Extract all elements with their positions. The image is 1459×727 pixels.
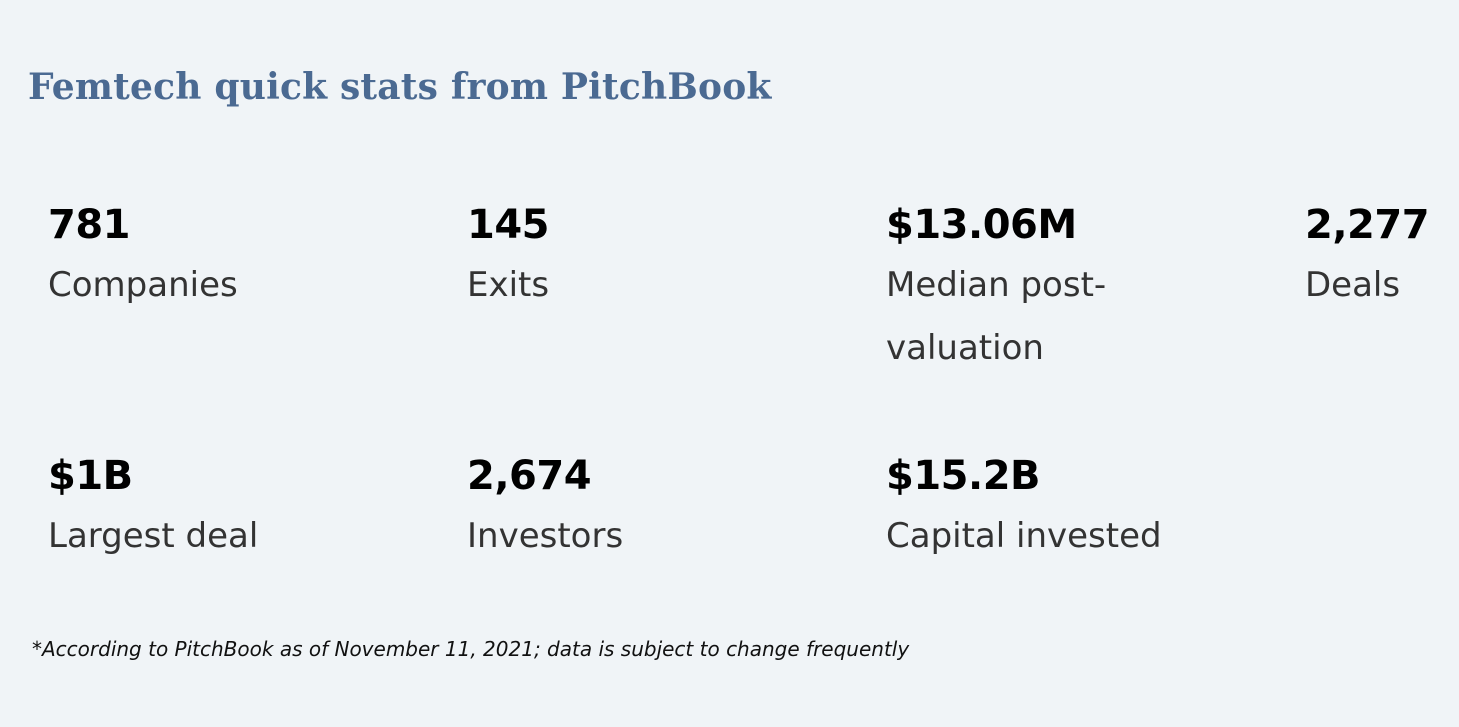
stat-value: $13.06M xyxy=(886,202,1077,248)
stat-label: Exits xyxy=(467,265,550,305)
stat-item: $1B Largest deal xyxy=(48,451,348,568)
stat-label: Companies xyxy=(48,265,238,305)
stat-item: 145 Exits xyxy=(467,200,767,317)
footnote: *According to PitchBook as of November 1… xyxy=(32,637,910,661)
stat-value: $1B xyxy=(48,453,133,499)
stat-label: Deals xyxy=(1305,265,1401,305)
stat-value: 2,277 xyxy=(1305,202,1430,248)
stat-label: Largest deal xyxy=(48,516,259,556)
stat-label: Capital invested xyxy=(886,516,1162,556)
stat-value: 145 xyxy=(467,202,550,248)
stat-item: 2,277 Deals xyxy=(1305,200,1459,317)
stat-item: 781 Companies xyxy=(48,200,348,317)
title: Femtech quick stats from PitchBook xyxy=(28,66,772,108)
stat-item: $15.2B Capital invested xyxy=(886,451,1186,568)
stat-label: Investors xyxy=(467,516,624,556)
stat-value: 781 xyxy=(48,202,131,248)
stat-value: $15.2B xyxy=(886,453,1041,499)
stat-item: 2,674 Investors xyxy=(467,451,767,568)
stat-item: $13.06M Median post-valuation xyxy=(886,200,1186,380)
stat-label: Median post-valuation xyxy=(886,265,1107,368)
stat-value: 2,674 xyxy=(467,453,592,499)
